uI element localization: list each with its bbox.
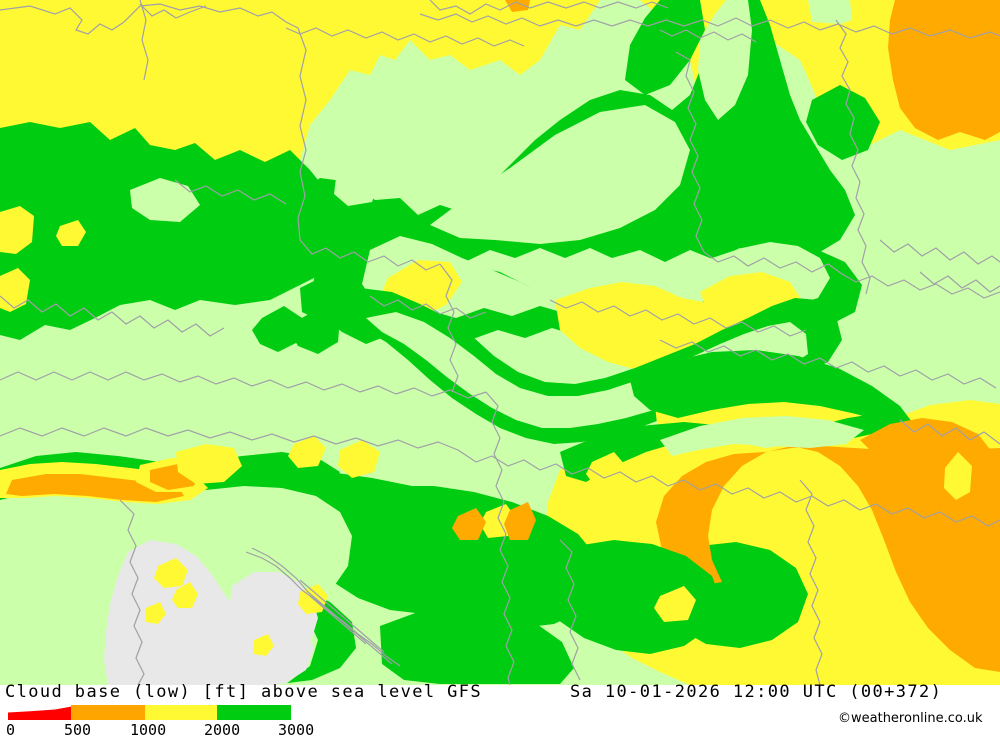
legend-tick-1000: 1000 (130, 721, 167, 739)
contour-band-green-misc (252, 276, 346, 354)
legend-tick-2000: 2000 (204, 721, 241, 739)
contour-band-green-upper-right (625, 0, 880, 160)
contour-band-yellow-lowleft-strip (0, 444, 242, 504)
country-borders (0, 0, 1000, 685)
contour-band-pale-inner (130, 0, 752, 244)
legend-tick-3000: 3000 (278, 721, 315, 739)
contour-band-yellow-scattered (288, 436, 696, 622)
page-title: Cloud base (low) [ft] above sea level GF… (5, 682, 483, 702)
contour-band-pale-southeast (660, 416, 864, 456)
forecast-timestamp: Sa 10-01-2026 12:00 UTC (00+372) (570, 682, 943, 702)
legend-band-green (217, 705, 291, 720)
map-canvas[interactable] (0, 0, 1000, 685)
color-scale-legend[interactable]: 0 500 1000 2000 3000 (0, 703, 400, 739)
map-footer: Cloud base (low) [ft] above sea level GF… (0, 682, 1000, 739)
sea-area (104, 540, 318, 685)
contour-band-yellow-midleft (0, 206, 86, 312)
forecast-map[interactable] (0, 0, 1000, 685)
copyright-notice: ©weatheronline.co.uk (838, 711, 983, 726)
legend-band-orange (71, 705, 145, 720)
legend-band-red (8, 705, 80, 720)
contour-band-orange-northeast (505, 0, 1000, 140)
legend-color-bar[interactable] (0, 703, 400, 721)
legend-tick-500: 500 (64, 721, 92, 739)
legend-band-yellow (145, 705, 217, 720)
legend-tick-0: 0 (6, 721, 16, 739)
contour-band-orange-southeast (656, 418, 1000, 684)
contour-band-pale-notch-top (808, 0, 852, 24)
